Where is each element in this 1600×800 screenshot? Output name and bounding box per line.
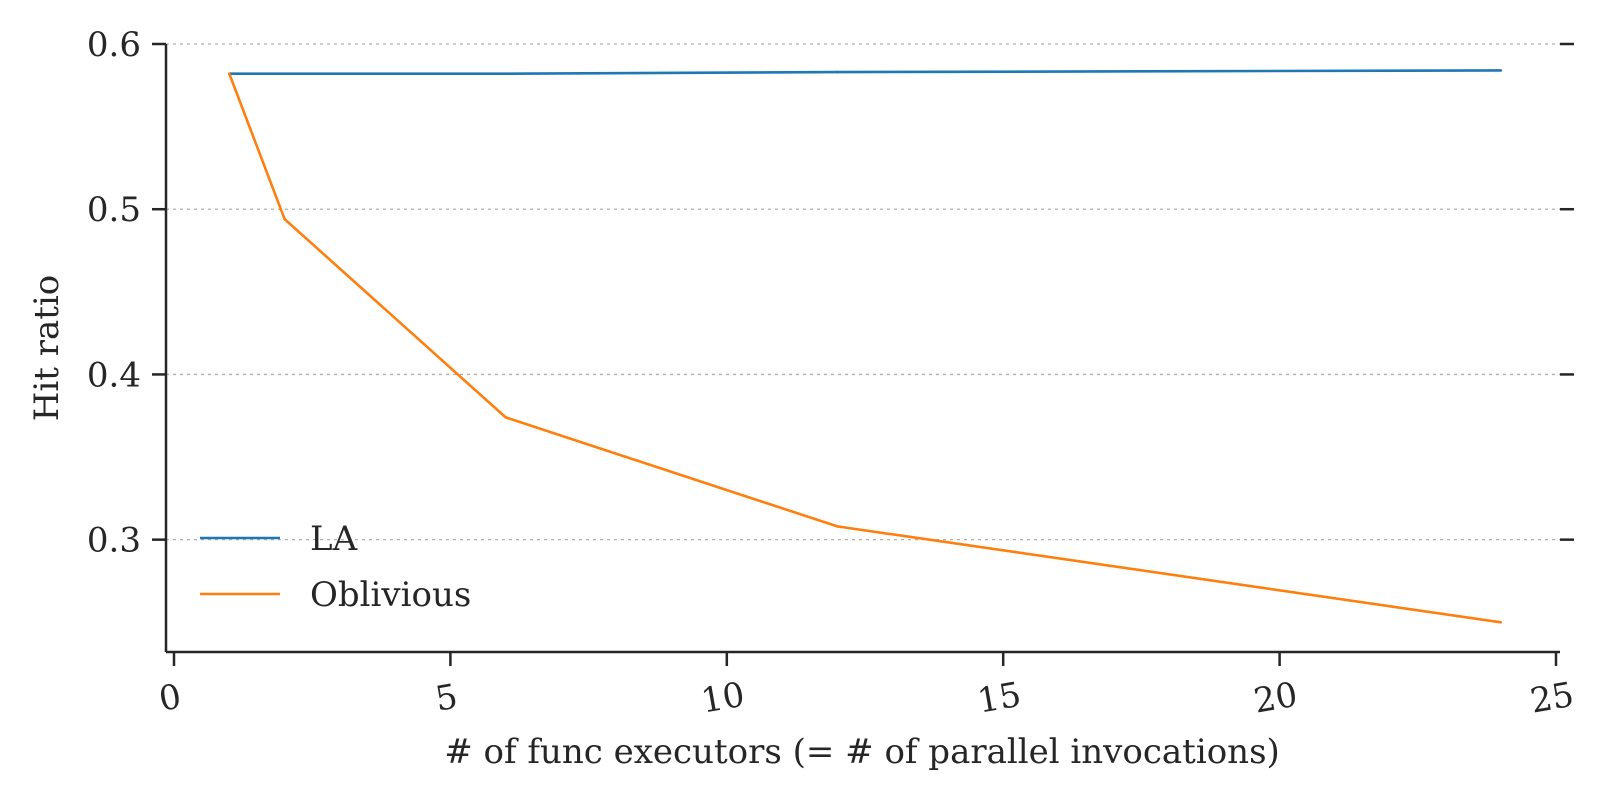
data-point-la	[283, 72, 286, 76]
legend: LA Oblivious	[200, 519, 471, 615]
x-tick-label: 10	[698, 675, 748, 722]
x-tick-label: 5	[432, 677, 460, 720]
gridlines	[166, 43, 1560, 541]
ticks: 0.3 0.4 0.5 0.6 0 5 10 15 20 25	[87, 25, 1577, 722]
y-axis-label: Hit ratio	[27, 275, 67, 422]
data-point-la	[504, 72, 507, 76]
x-tick-label: 25	[1527, 675, 1577, 722]
series-line-la	[229, 69, 1501, 75]
x-tick-label: 15	[975, 675, 1025, 722]
series-lines	[227, 69, 1503, 624]
legend-label-la: LA	[310, 519, 358, 559]
y-tick-label: 0.4	[87, 355, 141, 395]
data-point-oblivious	[836, 525, 839, 528]
y-tick-label: 0.5	[87, 190, 141, 230]
data-point-la	[836, 70, 839, 74]
data-point-oblivious	[1499, 620, 1503, 624]
x-tick-label: 0	[156, 677, 184, 720]
x-tick-label: 20	[1251, 675, 1301, 722]
x-axis-label: # of func executors (= # of parallel inv…	[444, 732, 1280, 772]
legend-label-oblivious: Oblivious	[310, 575, 471, 615]
data-point-oblivious	[504, 416, 507, 419]
data-point-oblivious	[283, 217, 286, 221]
y-tick-label: 0.6	[87, 25, 141, 65]
axes	[164, 44, 1560, 654]
data-point-oblivious	[227, 72, 231, 76]
data-point-la	[1499, 69, 1503, 72]
y-tick-label: 0.3	[87, 521, 141, 561]
